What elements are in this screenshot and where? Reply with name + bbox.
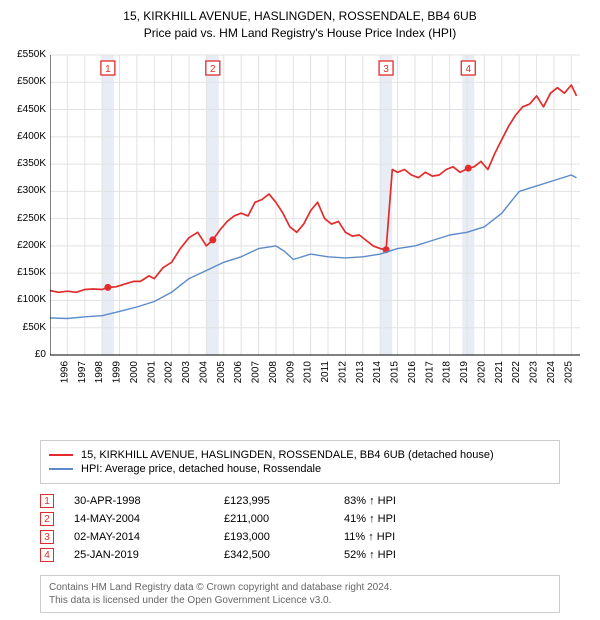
svg-text:3: 3	[383, 64, 389, 75]
y-axis-label: £450K	[0, 104, 46, 115]
svg-text:2018: 2018	[442, 361, 453, 384]
footer-attribution: Contains HM Land Registry data © Crown c…	[40, 575, 560, 613]
svg-text:2014: 2014	[372, 361, 383, 384]
legend-swatch	[49, 468, 73, 470]
chart-title: 15, KIRKHILL AVENUE, HASLINGDEN, ROSSEND…	[0, 0, 600, 42]
svg-text:2017: 2017	[424, 361, 435, 384]
svg-text:2001: 2001	[146, 361, 157, 384]
svg-text:2: 2	[210, 64, 216, 75]
y-axis-label: £100K	[0, 294, 46, 305]
legend-item: HPI: Average price, detached house, Ross…	[49, 463, 551, 475]
y-axis-label: £200K	[0, 240, 46, 251]
sale-row: 3 02-MAY-2014£193,00011% ↑ HPI	[40, 530, 560, 544]
svg-text:2015: 2015	[390, 361, 401, 384]
y-axis-label: £400K	[0, 131, 46, 142]
svg-text:2002: 2002	[164, 361, 175, 384]
y-axis-label: £300K	[0, 185, 46, 196]
sale-date: 30-APR-1998	[74, 495, 224, 507]
svg-text:2016: 2016	[407, 361, 418, 384]
sale-delta: 41% ↑ HPI	[344, 513, 464, 525]
sale-marker: 2	[40, 512, 54, 526]
svg-text:2010: 2010	[303, 361, 314, 384]
sale-price: £342,500	[224, 549, 344, 561]
sale-marker: 4	[40, 548, 54, 562]
y-axis-label: £500K	[0, 76, 46, 87]
legend-item: 15, KIRKHILL AVENUE, HASLINGDEN, ROSSEND…	[49, 449, 551, 461]
svg-text:2004: 2004	[198, 361, 209, 384]
svg-text:1998: 1998	[94, 361, 105, 384]
y-axis-label: £250K	[0, 213, 46, 224]
svg-text:1997: 1997	[77, 361, 88, 384]
sale-price: £211,000	[224, 513, 344, 525]
sale-row: 1 30-APR-1998£123,99583% ↑ HPI	[40, 494, 560, 508]
svg-text:2006: 2006	[233, 361, 244, 384]
svg-text:2013: 2013	[355, 361, 366, 384]
svg-text:1: 1	[105, 64, 111, 75]
sale-delta: 52% ↑ HPI	[344, 549, 464, 561]
svg-text:2008: 2008	[268, 361, 279, 384]
svg-text:4: 4	[465, 64, 471, 75]
legend-swatch	[49, 454, 73, 456]
title-line-1: 15, KIRKHILL AVENUE, HASLINGDEN, ROSSEND…	[0, 8, 600, 25]
footer-line-2: This data is licensed under the Open Gov…	[49, 594, 551, 607]
svg-text:2024: 2024	[546, 361, 557, 384]
svg-text:2023: 2023	[529, 361, 540, 384]
sales-table: 1 30-APR-1998£123,99583% ↑ HPI 2 14-MAY-200…	[40, 490, 560, 566]
y-axis-label: £50K	[0, 322, 46, 333]
sale-row: 4 25-JAN-2019£342,50052% ↑ HPI	[40, 548, 560, 562]
svg-text:2009: 2009	[285, 361, 296, 384]
svg-text:2011: 2011	[320, 361, 331, 383]
svg-text:2019: 2019	[459, 361, 470, 384]
sale-marker: 1	[40, 494, 54, 508]
sale-row: 2 14-MAY-2004£211,00041% ↑ HPI	[40, 512, 560, 526]
legend-label: HPI: Average price, detached house, Ross…	[81, 463, 321, 475]
sale-price: £193,000	[224, 531, 344, 543]
y-axis-label: £350K	[0, 158, 46, 169]
legend: 15, KIRKHILL AVENUE, HASLINGDEN, ROSSEND…	[40, 440, 560, 484]
y-axis-label: £150K	[0, 267, 46, 278]
svg-text:1996: 1996	[59, 361, 70, 384]
sale-marker: 3	[40, 530, 54, 544]
sale-date: 14-MAY-2004	[74, 513, 224, 525]
sale-delta: 83% ↑ HPI	[344, 495, 464, 507]
sale-price: £123,995	[224, 495, 344, 507]
svg-text:2005: 2005	[216, 361, 227, 384]
svg-text:2000: 2000	[129, 361, 140, 384]
footer-line-1: Contains HM Land Registry data © Crown c…	[49, 581, 551, 594]
svg-text:2021: 2021	[494, 361, 505, 384]
y-axis-label: £0	[0, 349, 46, 360]
sale-date: 25-JAN-2019	[74, 549, 224, 561]
svg-text:1999: 1999	[112, 361, 123, 384]
y-axis-label: £550K	[0, 49, 46, 60]
sale-delta: 11% ↑ HPI	[344, 531, 464, 543]
svg-text:2012: 2012	[337, 361, 348, 384]
svg-text:2025: 2025	[563, 361, 574, 384]
svg-text:1995: 1995	[50, 361, 53, 384]
legend-label: 15, KIRKHILL AVENUE, HASLINGDEN, ROSSEND…	[81, 449, 494, 461]
sale-date: 02-MAY-2014	[74, 531, 224, 543]
svg-text:2007: 2007	[251, 361, 262, 384]
svg-text:2020: 2020	[476, 361, 487, 384]
svg-text:2003: 2003	[181, 361, 192, 384]
title-line-2: Price paid vs. HM Land Registry's House …	[0, 25, 600, 42]
svg-text:2022: 2022	[511, 361, 522, 384]
price-chart: 1995 1996 1997 1998 1999 2000 2001 2002 2003 2004…	[50, 50, 585, 400]
